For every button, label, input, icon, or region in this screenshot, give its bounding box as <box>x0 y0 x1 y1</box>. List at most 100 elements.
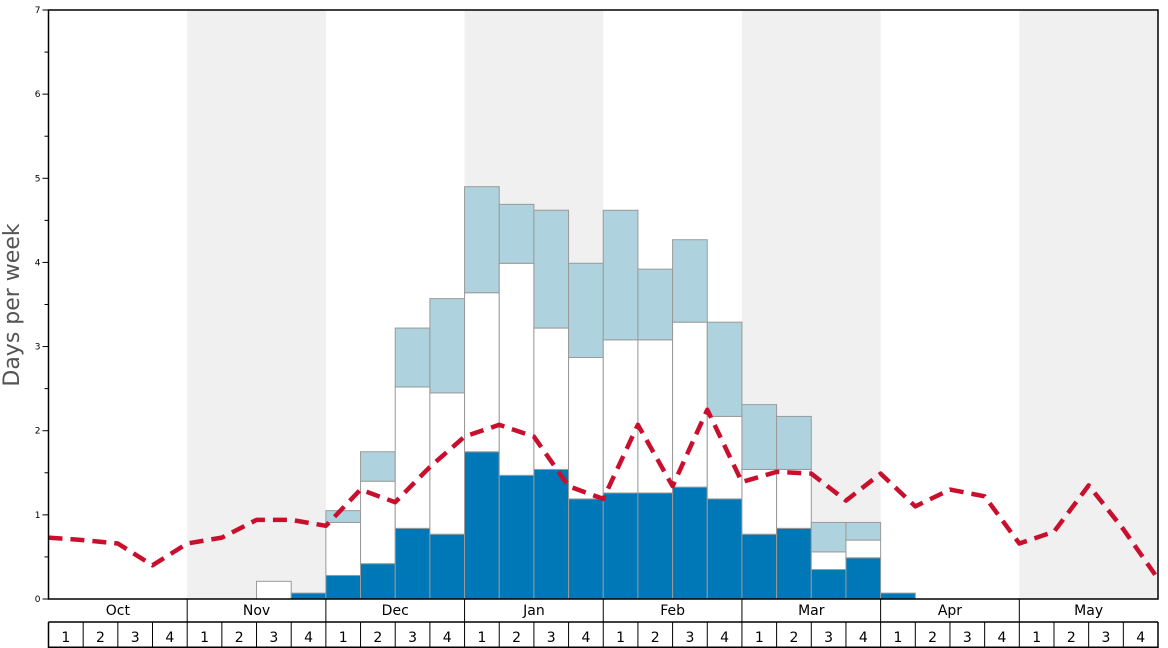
bar-week-17-light <box>602 209 639 341</box>
week-label: 4 <box>443 630 452 646</box>
month-label-jan: Jan <box>522 603 545 619</box>
bar-week-18-dark <box>637 492 674 600</box>
bar-week-9-white <box>325 521 362 576</box>
week-label: 3 <box>547 630 556 646</box>
bar-week-12-dark <box>429 533 466 600</box>
bar-week-14-dark <box>498 474 535 600</box>
bar-week-24-light <box>845 521 882 541</box>
week-label: 1 <box>894 630 903 646</box>
bar-week-15-white <box>533 327 570 470</box>
bar-week-13-light <box>464 186 500 294</box>
week-label: 1 <box>477 630 486 646</box>
week-label: 4 <box>720 630 729 646</box>
month-label-dec: Dec <box>382 603 409 619</box>
bar-week-19-dark <box>672 486 708 600</box>
bar-week-20-light <box>706 321 743 417</box>
week-label: 3 <box>963 630 972 646</box>
month-band-may <box>1019 10 1158 599</box>
week-label: 3 <box>824 630 833 646</box>
week-label: 4 <box>859 630 868 646</box>
bar-week-24-dark <box>845 557 882 600</box>
trend-line <box>48 407 1160 581</box>
week-label: 3 <box>131 630 140 646</box>
bar-week-15-dark <box>533 468 570 600</box>
bar-week-23-white <box>810 551 847 571</box>
y-tick-label: 3 <box>35 343 41 353</box>
bar-week-22-white <box>776 468 812 529</box>
bar-week-16-dark <box>568 498 604 600</box>
y-tick-label: 5 <box>35 174 41 184</box>
bar-week-17-dark <box>602 492 639 600</box>
bar-week-14-light <box>498 203 535 264</box>
bar-week-16-light <box>568 262 604 359</box>
bar-week-12-light <box>429 298 466 394</box>
bar-week-10-dark <box>360 563 396 600</box>
y-axis-label: Days per week <box>0 223 25 386</box>
bar-week-14-white <box>498 262 535 476</box>
week-label: 3 <box>685 630 694 646</box>
week-label: 2 <box>928 630 937 646</box>
bar-week-11-light <box>394 327 431 388</box>
bar-week-25-dark <box>880 592 916 600</box>
y-axis: 0 1 2 3 4 5 6 7 <box>35 6 49 605</box>
month-band-nov <box>187 10 326 599</box>
bar-week-20-white <box>706 415 743 500</box>
week-label: 2 <box>1067 630 1076 646</box>
bar-week-23-light <box>810 521 847 553</box>
y-tick-label: 6 <box>35 90 41 100</box>
bar-week-10-light <box>360 451 396 482</box>
week-label: 2 <box>235 630 244 646</box>
bar-week-11-dark <box>394 527 431 600</box>
bar-week-22-dark <box>776 527 812 600</box>
plot-frame <box>47 9 1159 600</box>
month-label-feb: Feb <box>660 603 685 619</box>
bar-week-8-dark <box>290 592 327 600</box>
y-tick-label: 4 <box>35 258 41 268</box>
week-label: 3 <box>408 630 417 646</box>
x-axis: Oct Nov Dec Jan Feb Mar Apr May 1 2 3 4 1 2 3 4 1 2 3 4 1 2 3 4… <box>47 599 1159 648</box>
bar-week-20-dark <box>706 498 743 600</box>
week-label: 1 <box>61 630 70 646</box>
y-tick-label: 1 <box>35 511 41 521</box>
week-label: 2 <box>789 630 798 646</box>
bar-week-19-white <box>672 321 708 488</box>
week-label: 4 <box>165 630 174 646</box>
week-label: 4 <box>998 630 1007 646</box>
trend-line-path <box>48 407 1160 581</box>
bar-week-7-white <box>256 580 292 600</box>
week-label: 1 <box>339 630 348 646</box>
y-tick-label: 7 <box>35 6 41 16</box>
bar-week-11-white <box>394 386 431 529</box>
week-label: 4 <box>304 630 313 646</box>
week-label: 1 <box>200 630 209 646</box>
bar-week-12-white <box>429 392 466 535</box>
week-label: 1 <box>616 630 625 646</box>
bar-week-9-light <box>325 510 362 523</box>
bar-week-22-light <box>776 415 812 470</box>
bar-week-23-dark <box>810 569 847 600</box>
month-label-mar: Mar <box>798 603 825 619</box>
week-label: 1 <box>1032 630 1041 646</box>
week-label: 4 <box>1136 630 1145 646</box>
y-tick-label: 2 <box>35 427 41 437</box>
week-label: 3 <box>1102 630 1111 646</box>
week-label: 2 <box>651 630 660 646</box>
stacked-bars <box>256 186 916 600</box>
week-label: 1 <box>755 630 764 646</box>
bar-week-15-light <box>533 209 570 329</box>
bar-week-18-light <box>637 268 674 341</box>
month-label-oct: Oct <box>106 603 131 619</box>
week-label: 2 <box>512 630 521 646</box>
bar-week-21-dark <box>741 533 778 600</box>
week-label: 3 <box>269 630 278 646</box>
bar-week-13-dark <box>464 451 500 600</box>
bar-week-9-dark <box>325 574 362 600</box>
week-label: 2 <box>373 630 382 646</box>
month-label-apr: Apr <box>938 603 962 619</box>
week-label: 2 <box>96 630 105 646</box>
month-label-may: May <box>1074 603 1103 619</box>
bar-week-19-light <box>672 239 708 323</box>
bar-week-16-white <box>568 357 604 500</box>
bar-week-21-light <box>741 404 778 470</box>
